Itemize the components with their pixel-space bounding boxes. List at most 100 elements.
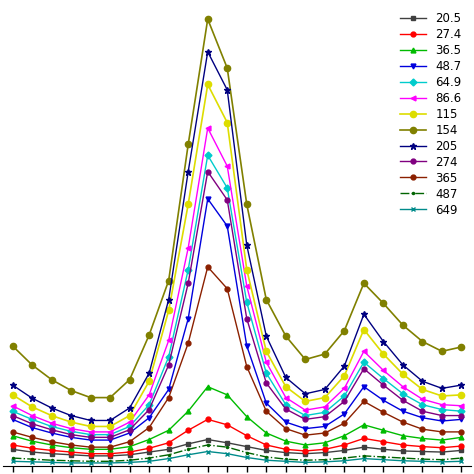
205 — [381, 338, 386, 344]
86.6 — [341, 385, 347, 391]
Line: 205: 205 — [9, 49, 465, 424]
205 — [9, 382, 15, 388]
205 — [459, 382, 465, 388]
20.5 — [302, 451, 308, 456]
48.7 — [283, 419, 289, 425]
154 — [29, 362, 35, 368]
36.5 — [264, 430, 269, 436]
154 — [68, 388, 74, 393]
27.4 — [224, 422, 230, 428]
86.6 — [107, 429, 113, 435]
27.4 — [127, 449, 133, 455]
64.9 — [322, 410, 328, 415]
115 — [107, 424, 113, 429]
649 — [419, 458, 425, 464]
115 — [459, 392, 465, 398]
205 — [68, 413, 74, 419]
86.6 — [49, 420, 55, 426]
86.6 — [224, 164, 230, 169]
36.5 — [146, 437, 152, 442]
20.5 — [341, 447, 347, 453]
64.9 — [381, 376, 386, 382]
20.5 — [264, 447, 269, 453]
20.5 — [68, 452, 74, 457]
27.4 — [341, 442, 347, 448]
274 — [264, 380, 269, 386]
154 — [166, 278, 172, 283]
20.5 — [107, 453, 113, 459]
274 — [419, 409, 425, 414]
154 — [283, 333, 289, 339]
649 — [264, 457, 269, 463]
115 — [205, 82, 210, 87]
205 — [322, 387, 328, 392]
Line: 154: 154 — [9, 16, 465, 401]
487 — [127, 457, 133, 463]
36.5 — [381, 428, 386, 433]
86.6 — [459, 403, 465, 409]
48.7 — [166, 387, 172, 392]
649 — [29, 459, 35, 465]
86.6 — [244, 283, 250, 289]
274 — [185, 281, 191, 286]
64.9 — [283, 402, 289, 408]
487 — [107, 458, 113, 464]
365 — [49, 439, 55, 445]
649 — [166, 456, 172, 461]
487 — [244, 450, 250, 456]
27.4 — [302, 448, 308, 454]
154 — [361, 281, 367, 286]
36.5 — [341, 433, 347, 438]
115 — [302, 399, 308, 404]
64.9 — [107, 432, 113, 438]
365 — [146, 425, 152, 430]
274 — [244, 316, 250, 321]
48.7 — [68, 435, 74, 440]
20.5 — [166, 447, 172, 452]
48.7 — [302, 426, 308, 431]
154 — [49, 377, 55, 383]
48.7 — [439, 418, 445, 424]
649 — [205, 449, 210, 455]
274 — [88, 435, 93, 440]
154 — [127, 377, 133, 383]
649 — [244, 455, 250, 460]
64.9 — [205, 153, 210, 158]
365 — [341, 420, 347, 426]
649 — [322, 459, 328, 465]
48.7 — [400, 409, 406, 414]
115 — [29, 404, 35, 410]
115 — [283, 384, 289, 390]
274 — [9, 413, 15, 419]
115 — [322, 395, 328, 401]
36.5 — [205, 384, 210, 390]
274 — [283, 406, 289, 412]
205 — [264, 333, 269, 339]
487 — [400, 455, 406, 461]
274 — [166, 362, 172, 368]
36.5 — [361, 422, 367, 428]
27.4 — [9, 442, 15, 448]
Line: 487: 487 — [10, 443, 464, 464]
649 — [9, 458, 15, 464]
115 — [341, 373, 347, 379]
365 — [322, 430, 328, 436]
20.5 — [205, 437, 210, 442]
Line: 649: 649 — [10, 449, 464, 465]
64.9 — [29, 417, 35, 422]
20.5 — [439, 449, 445, 455]
64.9 — [166, 354, 172, 360]
20.5 — [400, 448, 406, 454]
115 — [224, 120, 230, 126]
487 — [49, 457, 55, 463]
649 — [439, 459, 445, 465]
86.6 — [419, 396, 425, 402]
487 — [419, 456, 425, 462]
20.5 — [419, 449, 425, 455]
154 — [224, 65, 230, 71]
365 — [205, 264, 210, 270]
64.9 — [146, 402, 152, 408]
48.7 — [146, 415, 152, 420]
64.9 — [361, 359, 367, 365]
205 — [166, 297, 172, 302]
